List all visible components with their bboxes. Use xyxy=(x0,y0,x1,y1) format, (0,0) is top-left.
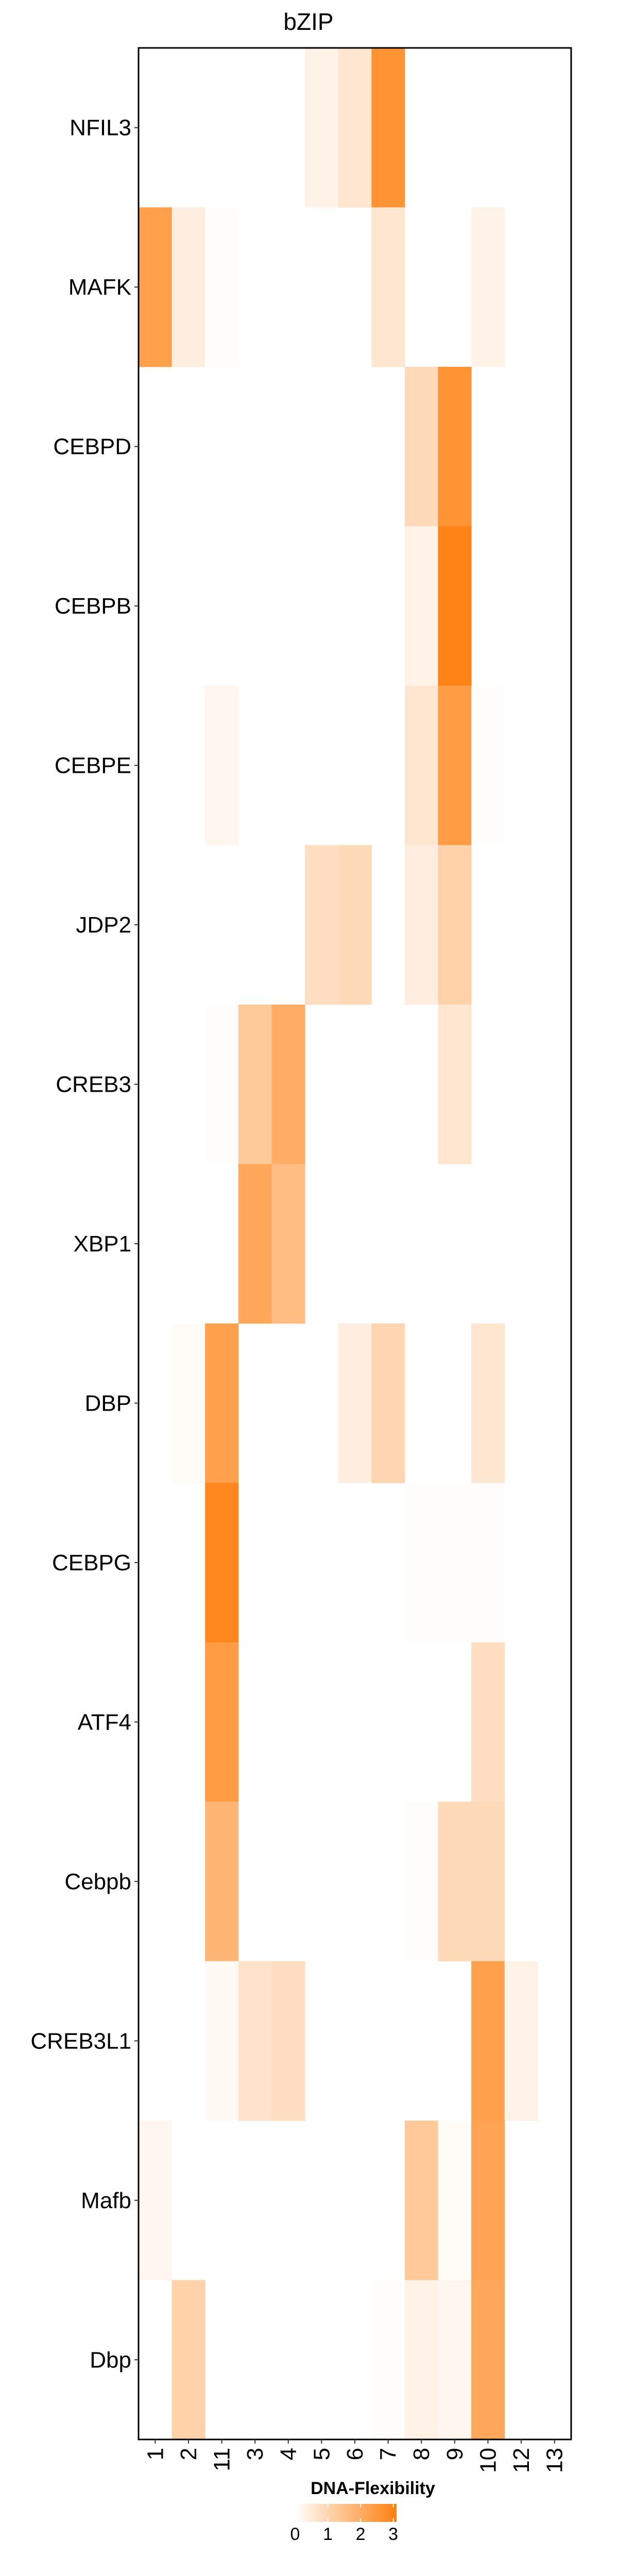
heatmap-cell xyxy=(171,2280,205,2440)
heatmap-cell xyxy=(404,685,439,845)
heatmap-cell xyxy=(271,1004,305,1164)
heatmap-cell xyxy=(238,1961,272,2121)
heatmap-cell xyxy=(371,207,405,367)
row-label: XBP1 xyxy=(73,1231,131,1257)
heatmap-cell xyxy=(238,1004,272,1164)
colorbar-legend: DNA-Flexibility 0 1 2 3 xyxy=(290,2479,435,2544)
colorbar-ticks: 0 1 2 3 xyxy=(290,2504,398,2544)
heatmap-cell xyxy=(205,207,239,367)
column-label: 11 xyxy=(210,2448,235,2471)
heatmap-cell xyxy=(371,48,405,208)
column-label: 8 xyxy=(409,2448,434,2460)
heatmap-cell xyxy=(438,366,472,527)
heatmap-cell xyxy=(471,2121,505,2281)
heatmap-cell xyxy=(139,207,173,367)
colorbar-tick-label: 1 xyxy=(323,2524,333,2544)
colorbar-title: DNA-Flexibility xyxy=(311,2479,435,2498)
heatmap-cell xyxy=(471,1961,505,2121)
heatmap-cell xyxy=(471,1642,505,1802)
column-label: 7 xyxy=(376,2448,401,2460)
heatmap-cell xyxy=(271,1961,305,2121)
heatmap-cell xyxy=(438,2121,472,2281)
heatmap-cells xyxy=(139,48,538,2440)
heatmap-cell xyxy=(471,1483,505,1643)
heatmap-cell xyxy=(338,1323,372,1483)
heatmap-cell xyxy=(471,1323,505,1483)
row-label: CREB3L1 xyxy=(30,2028,131,2054)
column-label: 10 xyxy=(475,2448,501,2473)
heatmap-cell xyxy=(205,1323,239,1483)
heatmap-cell xyxy=(205,685,239,845)
heatmap-cell xyxy=(404,2280,439,2440)
heatmap-cell xyxy=(171,207,205,367)
heatmap-cell xyxy=(238,1164,272,1324)
chart-title: bZIP xyxy=(283,8,333,35)
heatmap-cell xyxy=(404,2121,439,2281)
heatmap-cell xyxy=(438,1004,472,1164)
colorbar-tick-label: 0 xyxy=(290,2524,300,2544)
heatmap-cell xyxy=(205,1483,239,1643)
heatmap-cell xyxy=(404,366,439,527)
row-labels: NFIL3 MAFK CEBPD CEBPB CEBPE JDP2 CREB3 XBP1 DBP… xyxy=(30,115,139,2372)
row-label: Mafb xyxy=(81,2188,131,2213)
column-label: 2 xyxy=(176,2448,201,2460)
column-label: 12 xyxy=(509,2448,534,2473)
heatmap-cell xyxy=(205,1642,239,1802)
column-label: 9 xyxy=(442,2448,468,2460)
heatmap-cell xyxy=(504,1961,538,2121)
heatmap-cell xyxy=(438,1483,472,1643)
column-label: 13 xyxy=(542,2448,568,2473)
heatmap-cell xyxy=(438,2280,472,2440)
row-label: Cebpb xyxy=(64,1869,131,1894)
heatmap-cell xyxy=(404,1802,439,1962)
column-label: 6 xyxy=(342,2448,368,2460)
heatmap-cell xyxy=(205,1004,239,1164)
heatmap-cell xyxy=(371,2280,405,2440)
heatmap-cell xyxy=(438,685,472,845)
column-label: 3 xyxy=(243,2448,268,2460)
row-label: DBP xyxy=(85,1391,131,1416)
row-label: ATF4 xyxy=(78,1709,131,1735)
heatmap-cell xyxy=(171,1323,205,1483)
heatmap-cell xyxy=(305,845,339,1005)
heatmap-cell xyxy=(471,685,505,845)
row-label: CEBPE xyxy=(55,753,131,778)
row-label: NFIL3 xyxy=(70,115,131,141)
row-label: CEBPB xyxy=(55,594,131,619)
row-label: JDP2 xyxy=(76,912,131,938)
heatmap-cell xyxy=(371,1323,405,1483)
row-label: Dbp xyxy=(90,2347,131,2372)
column-label: 5 xyxy=(309,2448,334,2460)
row-label: CREB3 xyxy=(56,1072,131,1097)
heatmap-cell xyxy=(438,526,472,686)
row-label: MAFK xyxy=(68,275,131,300)
row-label: CEBPG xyxy=(52,1550,131,1575)
heatmap-cell xyxy=(438,1802,472,1962)
colorbar xyxy=(295,2504,397,2522)
heatmap-cell xyxy=(305,48,339,208)
heatmap-cell xyxy=(404,845,439,1005)
column-labels: 1 2 11 3 4 5 6 7 8 9 10 12 13 xyxy=(143,2439,568,2473)
heatmap-cell xyxy=(139,2121,173,2281)
heatmap-cell xyxy=(338,48,372,208)
heatmap-cell xyxy=(471,1802,505,1962)
colorbar-tick-label: 3 xyxy=(388,2524,398,2544)
heatmap-cell xyxy=(271,1164,305,1324)
colorbar-tick-label: 2 xyxy=(356,2524,366,2544)
column-label: 4 xyxy=(276,2448,301,2460)
heatmap-cell xyxy=(471,2280,505,2440)
heatmap-cell xyxy=(404,526,439,686)
column-label: 1 xyxy=(143,2448,168,2460)
heatmap-cell xyxy=(471,207,505,367)
heatmap-cell xyxy=(338,845,372,1005)
heatmap-cell xyxy=(205,1961,239,2121)
heatmap-cell xyxy=(404,1483,439,1643)
heatmap-cell xyxy=(205,1802,239,1962)
heatmap-cell xyxy=(438,845,472,1005)
row-label: CEBPD xyxy=(53,434,131,460)
